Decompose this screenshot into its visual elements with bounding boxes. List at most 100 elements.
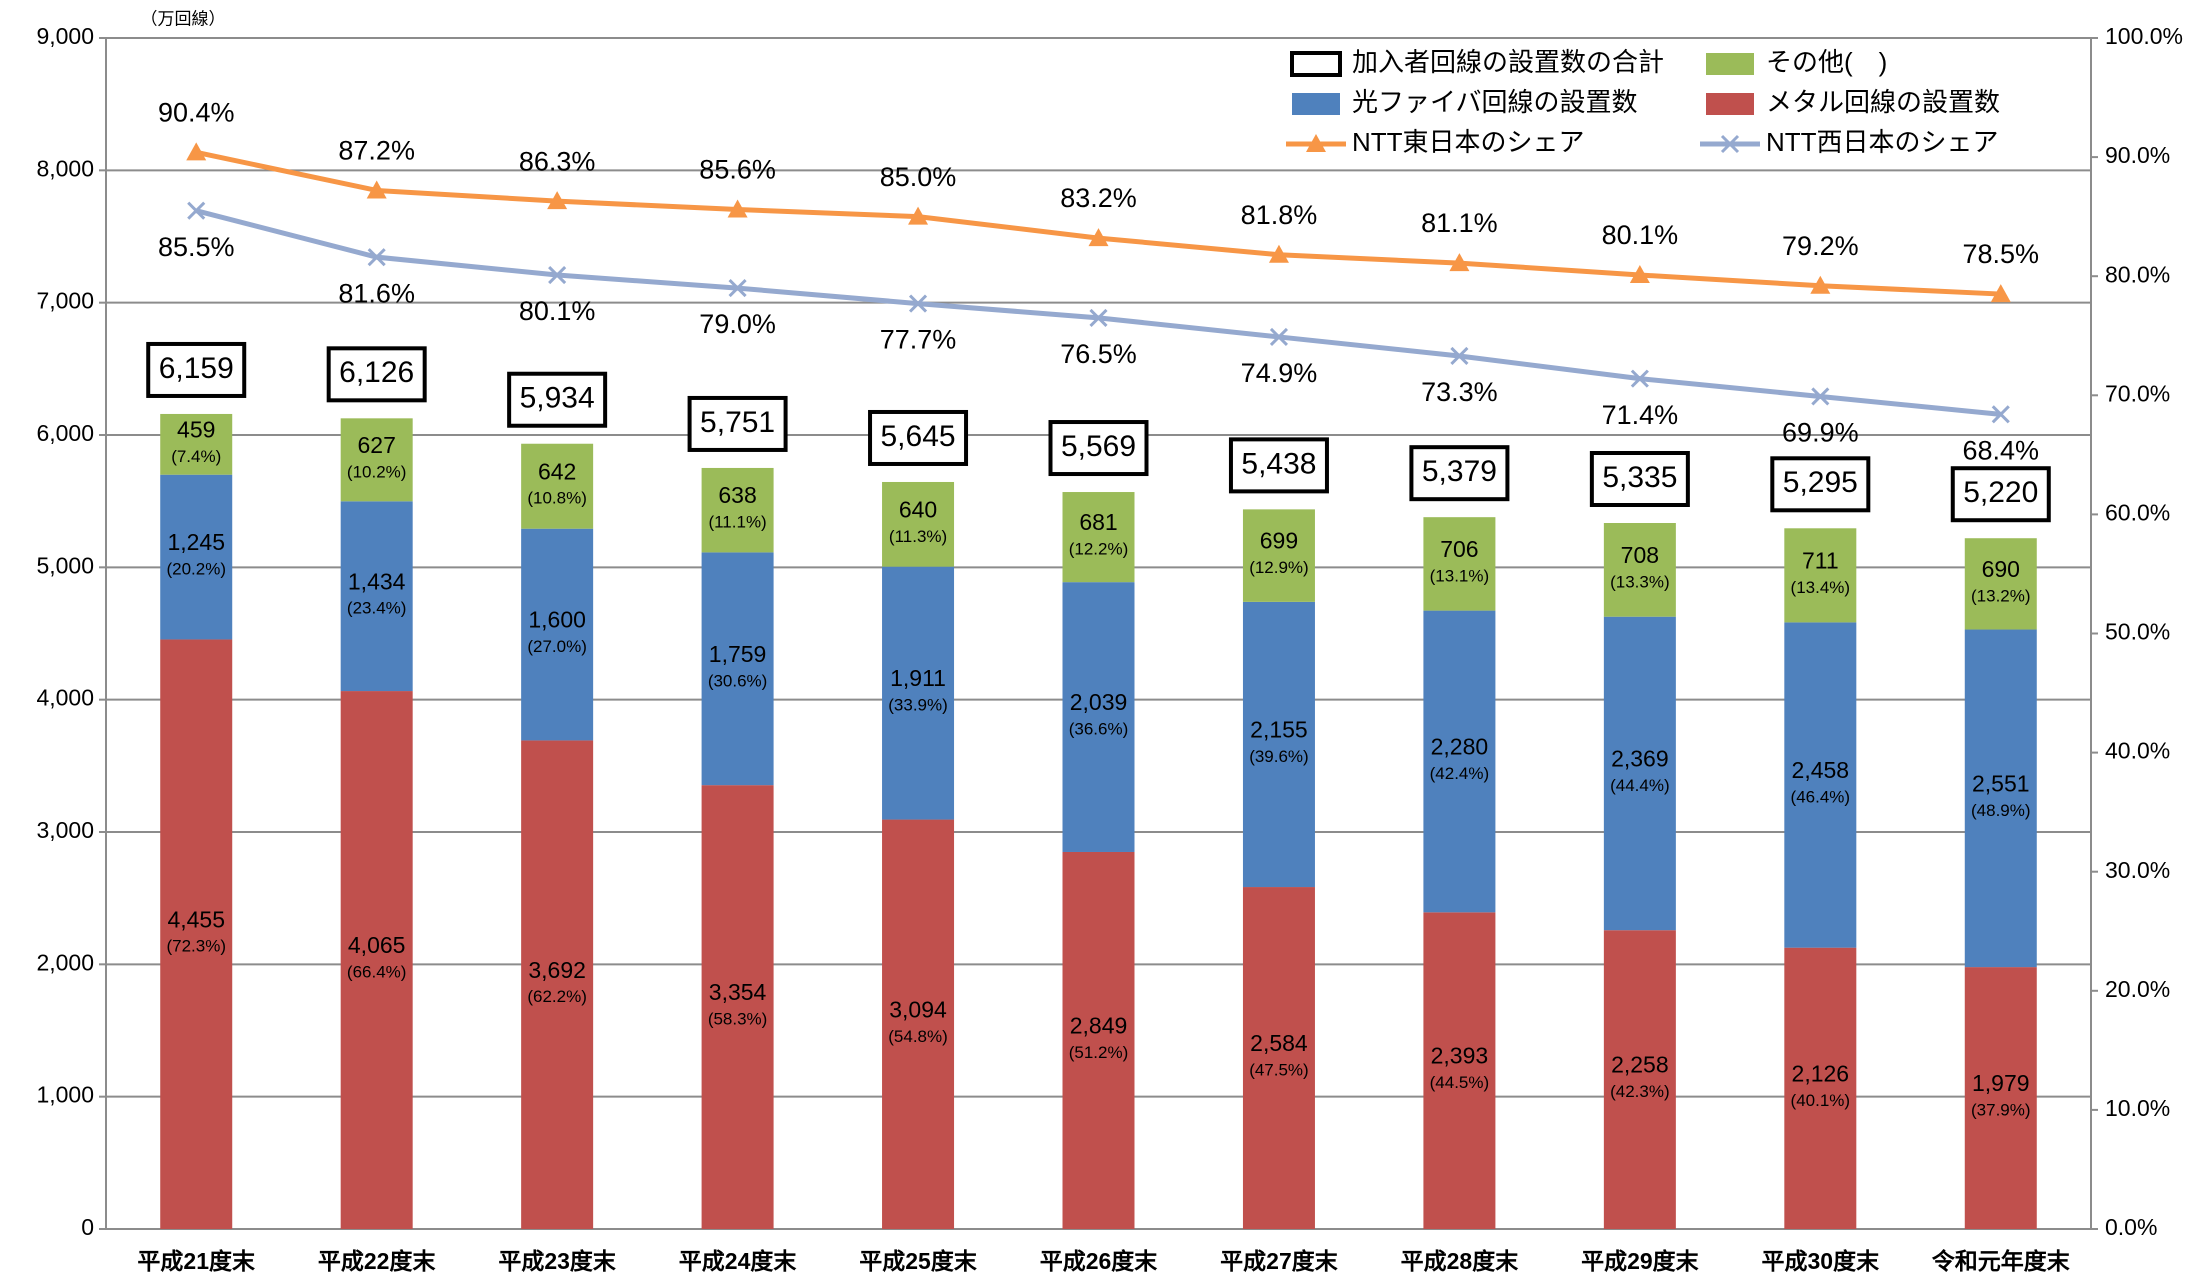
bar-segment (1062, 851, 1135, 1229)
total-label: 6,159 (159, 352, 234, 385)
total-box (1228, 437, 1329, 494)
x-tick-label: 平成25度末 (859, 1248, 978, 1274)
bar-segment (1242, 509, 1315, 602)
line-marker (1629, 265, 1650, 284)
bar-share-label: (13.3%) (1610, 572, 1670, 591)
bar-segment (1964, 538, 2037, 630)
y2-tick-label: 100.0% (2105, 23, 2183, 49)
legend-swatch (1292, 93, 1340, 115)
legend-label: その他( ) (1766, 47, 1887, 77)
bar-value-label: 1,434 (348, 568, 406, 594)
bar-segment (1784, 622, 1857, 948)
bar-value-label: 4,455 (167, 906, 225, 932)
line-marker (1810, 275, 1831, 294)
total-box (1409, 445, 1510, 502)
x-tick-label: 平成24度末 (679, 1248, 798, 1274)
total-label: 5,335 (1602, 461, 1677, 494)
line-value-label: 68.4% (1962, 435, 2039, 465)
line-marker (728, 279, 747, 298)
x-tick-label: 平成27度末 (1220, 1248, 1339, 1274)
bar-share-label: (40.1%) (1791, 1091, 1851, 1110)
bar-share-label: (47.5%) (1249, 1061, 1309, 1080)
legend-marker (1306, 134, 1326, 152)
y-tick-label: 5,000 (36, 552, 94, 578)
y2-tick-label: 30.0% (2105, 857, 2170, 883)
total-box (507, 371, 608, 428)
bar-value-label: 4,065 (348, 932, 406, 958)
y2-tick-label: 90.0% (2105, 142, 2170, 168)
bar-segment (1423, 610, 1496, 913)
bar-value-label: 1,245 (167, 529, 225, 555)
bar-segment (160, 413, 233, 475)
line-value-label: 79.0% (699, 309, 776, 339)
bar-segment (882, 481, 955, 567)
bar-value-label: 1,600 (528, 607, 586, 633)
bar-segment (1603, 930, 1676, 1229)
line-marker (1268, 244, 1289, 263)
line-marker (1811, 387, 1830, 406)
line-value-label: 78.5% (1962, 239, 2039, 269)
line-value-label: 80.1% (519, 296, 596, 326)
bar-share-label: (42.3%) (1610, 1082, 1670, 1101)
y2-tick-label: 40.0% (2105, 738, 2170, 764)
legend-label: 光ファイバ回線の設置数 (1352, 87, 1637, 117)
total-box (1589, 451, 1690, 508)
line-marker (547, 191, 568, 210)
bar-segment (701, 552, 774, 786)
x-tick-label: 平成29度末 (1581, 1248, 1700, 1274)
total-box (687, 395, 788, 452)
bar-segment (521, 528, 594, 741)
bar-share-label: (51.2%) (1069, 1043, 1129, 1062)
x-tick-label: 平成30度末 (1762, 1248, 1881, 1274)
line-value-label: 81.8% (1241, 200, 1318, 230)
y-tick-label: 7,000 (36, 288, 94, 314)
y2-tick-label: 10.0% (2105, 1095, 2170, 1121)
y-unit-label: （万回線） (141, 9, 226, 28)
line-value-label: 90.4% (158, 97, 235, 127)
bar-share-label: (13.4%) (1791, 578, 1851, 597)
bar-segment (882, 819, 955, 1229)
total-box (146, 341, 247, 398)
total-label: 5,645 (881, 420, 956, 453)
y2-tick-label: 20.0% (2105, 976, 2170, 1002)
legend-swatch (1706, 93, 1754, 115)
bar-share-label: (44.5%) (1430, 1073, 1490, 1092)
line-value-label: 69.9% (1782, 418, 1859, 448)
line-value-label: 76.5% (1060, 339, 1137, 369)
x-tick-label: 平成26度末 (1040, 1248, 1159, 1274)
bar-share-label: (10.2%) (347, 462, 407, 481)
bar-share-label: (58.3%) (708, 1010, 768, 1029)
bar-value-label: 627 (357, 432, 395, 458)
total-box (1048, 420, 1149, 477)
line-marker (908, 206, 929, 225)
bar-share-label: (30.6%) (708, 671, 768, 690)
bar-segment (521, 740, 594, 1229)
bar-segment (521, 443, 594, 529)
y2-tick-label: 60.0% (2105, 499, 2170, 525)
bar-value-label: 2,126 (1792, 1060, 1850, 1086)
bar-share-label: (36.6%) (1069, 720, 1129, 739)
bar-segment (1964, 967, 2037, 1229)
bar-share-label: (23.4%) (347, 599, 407, 618)
bar-share-label: (7.4%) (171, 447, 221, 466)
line-value-label: 81.1% (1421, 208, 1498, 238)
bar-segment (701, 785, 774, 1229)
total-label: 5,438 (1241, 447, 1316, 480)
bar-share-label: (72.3%) (166, 937, 226, 956)
bar-segment (1242, 601, 1315, 888)
bar-segment (1603, 616, 1676, 931)
bar-share-label: (66.4%) (347, 963, 407, 982)
bar-segment (1062, 492, 1135, 583)
bar-segment (160, 639, 233, 1229)
line-marker (1088, 228, 1109, 247)
bar-segment (1964, 629, 2037, 968)
bar-share-label: (44.4%) (1610, 776, 1670, 795)
bar-segment (882, 566, 955, 820)
bar-segment (340, 691, 413, 1229)
bar-share-label: (39.6%) (1249, 747, 1309, 766)
bar-value-label: 2,258 (1611, 1052, 1669, 1078)
line-marker (1990, 284, 2011, 303)
bar-segment (340, 418, 413, 502)
line-marker (187, 201, 206, 220)
